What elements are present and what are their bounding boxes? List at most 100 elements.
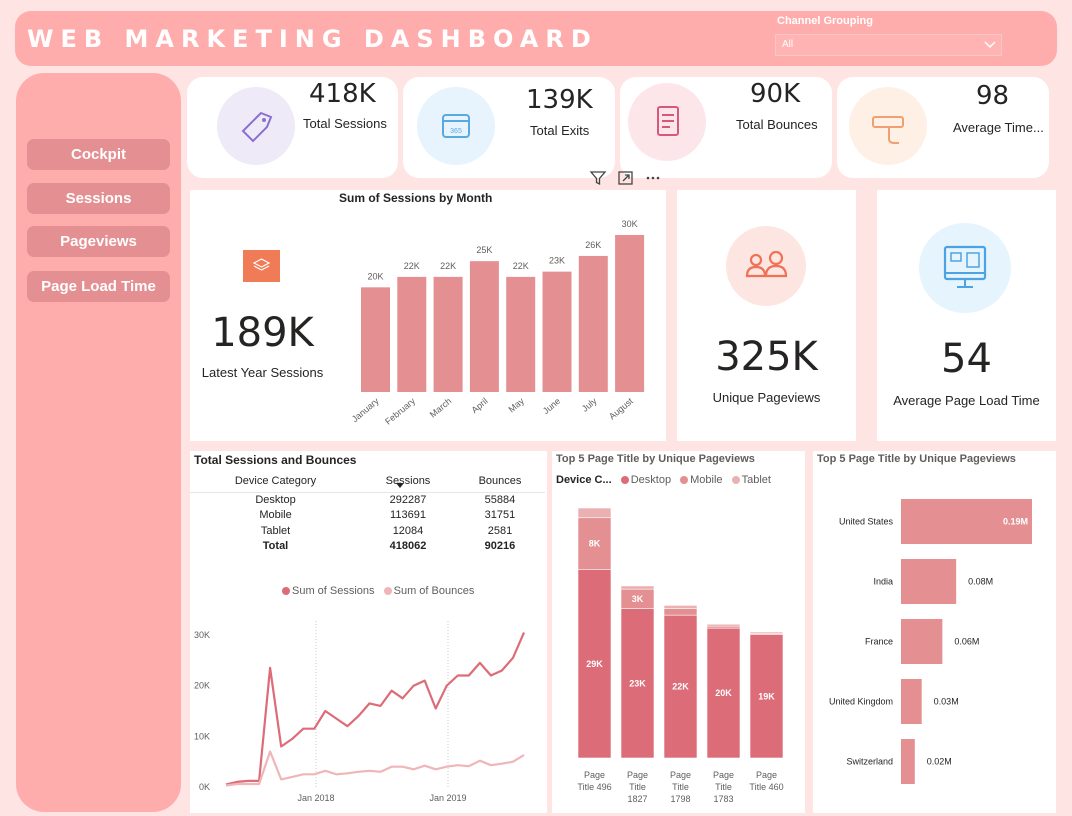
- stacked-bar-plot: 29K 8K Page Title 496 23K 3K Page Title 1827 22K P…: [577, 507, 784, 804]
- data-label: 26K: [585, 240, 601, 250]
- calendar-icon: 365: [417, 87, 495, 165]
- legend-swatch-tablet: [731, 476, 740, 485]
- table-cell: Tablet: [260, 524, 291, 537]
- chart-title: Top 5 Page Title by Unique Pageviews: [556, 453, 755, 465]
- legend-swatch-mobile: [680, 476, 689, 485]
- visual-toolbar: [586, 167, 668, 189]
- y-tick-label: United States: [839, 517, 894, 527]
- more-options-icon[interactable]: [644, 169, 662, 187]
- x-tick-label: Title: [629, 782, 646, 792]
- nav-page-load-time-button[interactable]: Page Load Time: [27, 271, 170, 302]
- data-label: 0.19M: [1003, 517, 1028, 527]
- stacked-legend: Device C... Desktop Mobile Tablet: [556, 474, 771, 486]
- bar-segment-tablet: [577, 507, 612, 519]
- average-page-load-time-label: Average Page Load Time: [893, 393, 1040, 408]
- bar-india: [901, 559, 957, 604]
- kpi-label: Total Sessions: [303, 116, 387, 131]
- kpi-value: 98: [976, 81, 1010, 111]
- legend-label-tablet: Tablet: [741, 474, 771, 486]
- legend-label-desktop: Desktop: [630, 474, 672, 486]
- bar-february: [397, 276, 427, 392]
- bar-segment-mobile: [577, 517, 612, 570]
- x-tick-label: 1798: [670, 794, 690, 804]
- x-tick-label: June: [541, 396, 562, 416]
- average-page-load-time-value: 54: [941, 336, 992, 382]
- table-cell: 55884: [484, 494, 516, 506]
- bar-segment-tablet: [663, 605, 698, 609]
- table-total-row: Total 418062 90216: [190, 539, 545, 555]
- table-cell: 90216: [484, 540, 516, 553]
- nav-pageviews-button[interactable]: Pageviews: [27, 226, 170, 257]
- kpi-card-average-time: 98 Average Time...: [837, 77, 1049, 178]
- y-tick-label: France: [865, 637, 893, 647]
- x-tick-label: August: [607, 396, 635, 422]
- data-label: 22K: [404, 261, 420, 271]
- kpi-label: Total Exits: [530, 123, 590, 138]
- data-label: 20K: [367, 271, 383, 281]
- bar-united-states: [901, 499, 1032, 544]
- x-tick-label: March: [428, 396, 454, 420]
- horizontal-bar-plot: United States 0.19M India 0.08M France 0.06M U…: [829, 499, 1032, 784]
- column-header-sessions[interactable]: Sessions: [361, 470, 455, 493]
- y-tick-label: Switzerland: [846, 757, 893, 767]
- y-tick-label: United Kingdom: [829, 697, 893, 707]
- nav-sessions-button[interactable]: Sessions: [27, 183, 170, 214]
- focus-mode-icon[interactable]: [617, 169, 635, 187]
- tag-icon: [217, 87, 295, 165]
- svg-text:365: 365: [450, 128, 462, 135]
- data-label: 23K: [549, 256, 565, 266]
- data-label: 0.08M: [968, 577, 993, 587]
- bar-segment-desktop: [749, 634, 784, 759]
- latest-year-sessions-card: 189K Latest Year Sessions: [190, 190, 335, 441]
- x-tick-label: Title: [672, 782, 689, 792]
- kpi-label: Total Bounces: [736, 117, 818, 132]
- channel-grouping-dropdown[interactable]: All: [775, 34, 1002, 56]
- kpi-card-total-sessions: 418K Total Sessions: [187, 77, 398, 178]
- data-label: 22K: [513, 261, 529, 271]
- top5-horizontal-chart: Top 5 Page Title by Unique Pageviews Uni…: [813, 451, 1056, 813]
- kpi-value: 139K: [526, 85, 593, 115]
- x-tick-label: July: [580, 396, 599, 414]
- x-tick-label: 1783: [713, 794, 733, 804]
- data-label: 19K: [758, 691, 775, 701]
- data-label: 8K: [589, 539, 601, 549]
- bar-france: [901, 619, 943, 664]
- filter-icon[interactable]: [589, 169, 607, 187]
- x-tick-label: Title 496: [577, 782, 611, 792]
- line-chart-legend: Sum of Sessions Sum of Bounces: [276, 585, 474, 597]
- channel-grouping-value: All: [782, 39, 794, 50]
- document-icon: [628, 83, 706, 161]
- bar-march: [433, 276, 463, 392]
- table-cell: Total: [262, 540, 289, 553]
- latest-year-sessions-label: Latest Year Sessions: [201, 365, 324, 380]
- kpi-card-total-bounces: 90K Total Bounces: [620, 77, 832, 178]
- data-label: 20K: [715, 688, 732, 698]
- bar-january: [361, 287, 390, 392]
- sort-descending-icon[interactable]: [395, 483, 405, 489]
- table-row: Desktop 292287 55884: [190, 492, 545, 508]
- y-tick-label: 30K: [194, 630, 210, 640]
- data-label: 0.03M: [934, 697, 959, 707]
- nav-cockpit-button[interactable]: Cockpit: [27, 139, 170, 170]
- column-header-bounces[interactable]: Bounces: [454, 470, 545, 493]
- chart-title: Top 5 Page Title by Unique Pageviews: [817, 453, 1016, 465]
- kpi-card-total-exits: 365 139K Total Exits: [403, 77, 615, 178]
- device-category-table: Device Category Sessions Bounces Desktop…: [190, 470, 545, 554]
- x-tick-label: Page: [670, 770, 691, 780]
- x-tick-label: January: [350, 396, 381, 425]
- table-cell: 31751: [484, 509, 516, 522]
- legend-swatch-bounces: [383, 587, 392, 596]
- data-label: 25K: [476, 245, 492, 255]
- bar-may: [506, 276, 536, 392]
- x-tick-label: Title: [715, 782, 732, 792]
- bar-segment-tablet: [620, 585, 655, 590]
- header-bar: WEB MARKETING DASHBOARD Channel Grouping…: [15, 11, 1057, 66]
- monitor-icon: [919, 223, 1011, 313]
- legend-label-bounces: Sum of Bounces: [393, 585, 475, 597]
- table-cell: 12084: [392, 524, 424, 537]
- bar-united-kingdom: [901, 679, 922, 724]
- x-tick-label: Jan 2018: [297, 793, 334, 803]
- y-tick-label: 0K: [199, 782, 210, 792]
- column-header-device-category[interactable]: Device Category: [190, 470, 362, 493]
- table-cell: 2581: [487, 524, 513, 537]
